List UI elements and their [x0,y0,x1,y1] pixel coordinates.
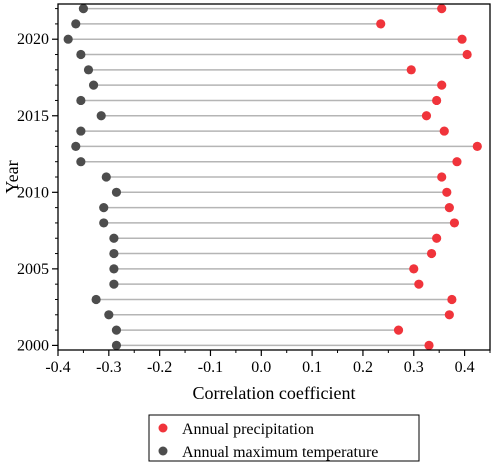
point-annual-precipitation-2015 [421,111,432,121]
legend-marker-annual-precipitation [158,423,168,433]
x-tick-label: -0.4 [45,359,70,376]
x-tick-label: -0.1 [198,359,223,376]
point-annual-maximum-temperature-2015 [96,111,106,121]
point-annual-precipitation-2016 [432,95,442,106]
point-annual-maximum-temperature-2008 [99,218,109,228]
point-annual-maximum-temperature-2010 [111,187,122,197]
point-annual-precipitation-2020 [457,34,467,44]
point-annual-precipitation-2008 [449,218,460,228]
point-annual-precipitation-2017 [437,80,447,90]
y-axis-title: Year [2,160,22,193]
point-annual-precipitation-2004 [414,279,424,289]
y-axis: 2000 2005 2010 2015 2020 [17,8,58,354]
legend-marker-annual-maximum-temperature [158,446,168,456]
x-tick-label: 0.4 [455,359,475,376]
x-tick-label: 0.2 [353,359,373,376]
point-annual-maximum-temperature-2020 [63,34,73,44]
point-annual-maximum-temperature-2018 [83,65,94,75]
point-annual-maximum-temperature-2011 [101,172,111,182]
point-annual-maximum-temperature-2004 [109,279,119,289]
point-annual-maximum-temperature-2022 [78,3,89,14]
point-annual-precipitation-2006 [426,248,437,259]
point-annual-precipitation-2007 [432,233,442,243]
y-tick-label: 2020 [17,31,49,48]
point-annual-maximum-temperature-2017 [88,80,99,90]
x-axis-title: Correlation coefficient [192,383,355,403]
x-tick-label: 0.3 [404,359,424,376]
legend: Annual precipitation Annual maximum temp… [148,414,420,462]
point-annual-precipitation-2009 [444,203,454,213]
point-annual-precipitation-2018 [406,65,416,75]
y-tick-label: 2010 [17,184,49,201]
x-axis: -0.4 -0.3 -0.2 -0.1 0.0 0.1 0.2 0.3 0.4 [45,350,491,376]
point-annual-maximum-temperature-2016 [76,95,86,106]
point-annual-maximum-temperature-2012 [76,157,86,167]
point-annual-precipitation-2013 [472,141,482,151]
point-annual-precipitation-2011 [437,172,447,182]
x-tick-label: -0.3 [96,359,121,376]
point-annual-maximum-temperature-2013 [71,141,81,151]
point-annual-maximum-temperature-2014 [76,126,86,136]
point-annual-precipitation-2005 [409,264,419,274]
x-tick-label: 0.1 [302,359,322,376]
y-tick-label: 2015 [17,108,49,125]
x-tick-label: -0.2 [147,359,172,376]
x-tick-label: 0.0 [251,359,271,376]
data-points [63,3,482,351]
y-tick-label: 2000 [17,337,49,354]
point-annual-maximum-temperature-2009 [99,203,109,213]
point-annual-precipitation-2010 [442,187,452,197]
point-annual-maximum-temperature-2000 [111,340,122,351]
point-annual-maximum-temperature-2006 [109,248,119,259]
point-annual-precipitation-2012 [452,157,462,167]
point-annual-precipitation-2021 [376,19,386,29]
point-annual-precipitation-2003 [447,294,457,305]
point-annual-precipitation-2001 [393,325,404,335]
point-annual-maximum-temperature-2021 [71,19,81,29]
point-annual-maximum-temperature-2001 [111,325,122,335]
legend-label-annual-precipitation: Annual precipitation [182,421,314,438]
connector-lines [68,7,478,347]
point-annual-maximum-temperature-2002 [104,310,114,320]
point-annual-precipitation-2022 [437,3,447,14]
legend-label-annual-maximum-temperature: Annual maximum temperature [182,444,378,461]
legend-box [148,414,420,462]
y-tick-label: 2005 [17,261,49,278]
point-annual-maximum-temperature-2003 [91,294,101,305]
point-annual-precipitation-2019 [462,49,472,60]
point-annual-maximum-temperature-2007 [109,233,119,243]
point-annual-maximum-temperature-2019 [76,49,86,60]
point-annual-precipitation-2002 [444,310,454,320]
point-annual-maximum-temperature-2005 [109,264,119,274]
point-annual-precipitation-2000 [424,340,434,351]
point-annual-precipitation-2014 [439,126,449,136]
